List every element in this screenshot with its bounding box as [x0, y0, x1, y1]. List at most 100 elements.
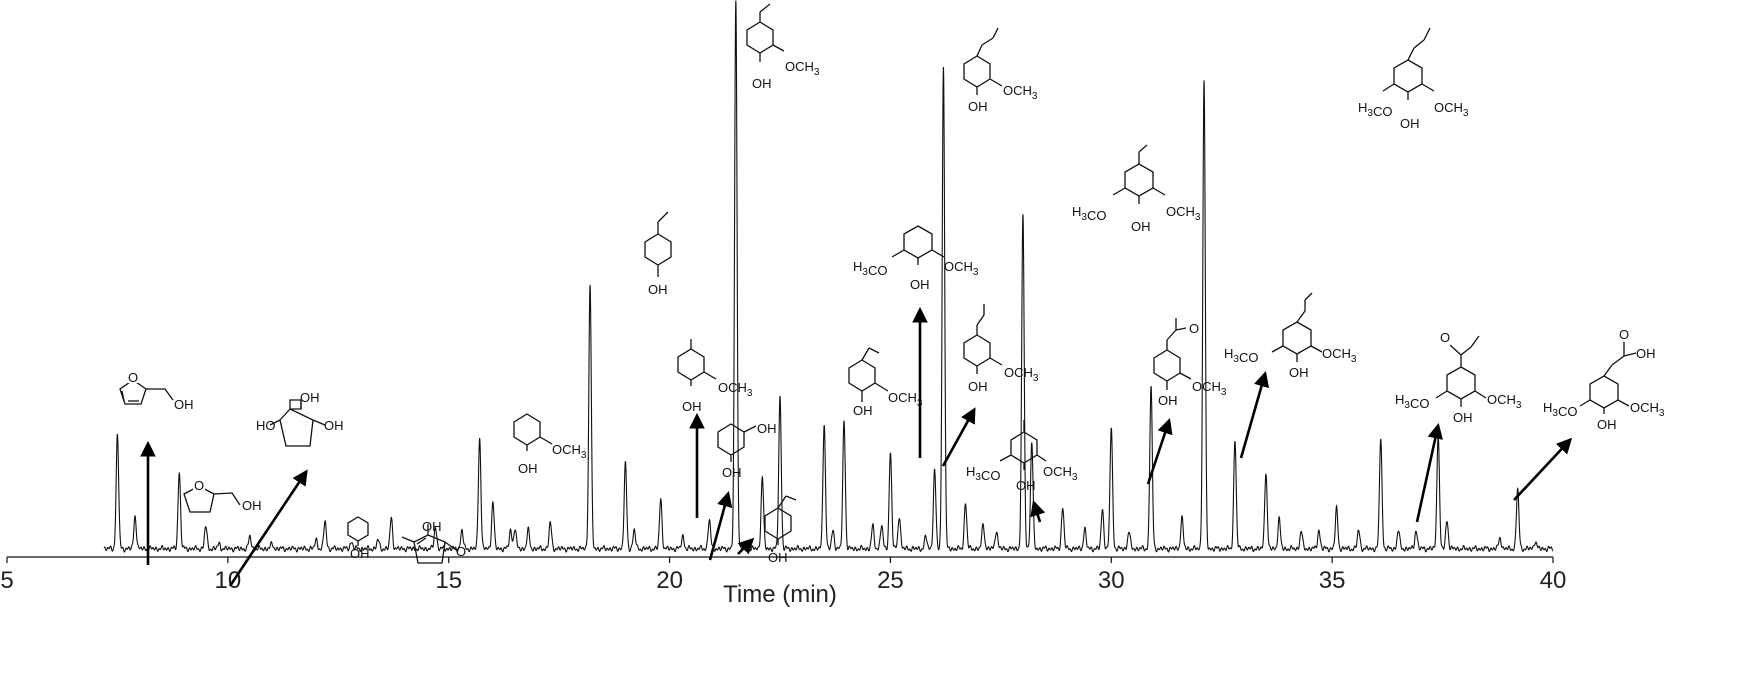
structure-propenylsyringol: H3CO OH OCH3: [1358, 27, 1469, 131]
x-tick-label-30: 30: [1098, 567, 1125, 594]
svg-text:OH: OH: [752, 76, 772, 91]
structure-isoeugenol: OH OCH3: [963, 27, 1038, 114]
arrow-7: [941, 407, 976, 467]
svg-text:OH: OH: [682, 399, 702, 414]
structure-ethylguaiacol: OH OCH3: [746, 3, 820, 91]
peak-point-21: [589, 282, 592, 285]
svg-text:H3CO: H3CO: [1072, 204, 1106, 223]
svg-text:O: O: [456, 544, 466, 559]
structure-syringol: H3CO OH OCH3: [853, 225, 979, 292]
structure-ethylphenol: OH: [644, 211, 672, 297]
svg-text:H3CO: H3CO: [1543, 400, 1577, 419]
structure-methylcyclopentenolone: OH O: [401, 519, 466, 564]
chromatogram-trace: [103, 0, 1554, 553]
svg-text:OH: OH: [853, 403, 873, 418]
svg-text:OH: OH: [242, 498, 262, 513]
structure-syringylacetic-acid: O OH H3CO OH OCH3: [1543, 327, 1665, 432]
arrow-5: [737, 537, 755, 555]
svg-text:OCH3: OCH3: [1434, 100, 1469, 119]
svg-text:OH: OH: [722, 465, 742, 480]
svg-text:OCH3: OCH3: [1630, 400, 1665, 419]
x-tick-label-40: 40: [1540, 567, 1567, 594]
svg-text:OH: OH: [350, 546, 370, 561]
structure-methylguaiacol: OH OCH3: [677, 339, 753, 414]
svg-text:OH: OH: [1597, 417, 1617, 432]
svg-text:OH: OH: [910, 277, 930, 292]
svg-text:OH: OH: [1289, 365, 1309, 380]
peak-point-60: [1379, 436, 1382, 439]
svg-text:OH: OH: [757, 421, 777, 436]
svg-text:OH: OH: [300, 390, 320, 405]
svg-text:H3CO: H3CO: [1395, 392, 1429, 411]
structure-guaiacylacetone: O OH OCH3: [1153, 318, 1227, 408]
x-tick-label-35: 35: [1319, 567, 1346, 594]
svg-text:OH: OH: [1453, 410, 1473, 425]
x-tick-label-15: 15: [435, 567, 462, 594]
x-tick-label-10: 10: [215, 567, 242, 594]
structure-propylsyringol: H3CO OH OCH3: [1224, 292, 1357, 380]
svg-text:OH: OH: [1016, 478, 1036, 493]
svg-text:O: O: [194, 478, 204, 493]
structure-propiosyringone: O H3CO OH OCH3: [1395, 330, 1522, 425]
annotation-arrows: [140, 306, 1573, 587]
svg-text:OCH3: OCH3: [1487, 392, 1522, 411]
svg-text:OCH3: OCH3: [1004, 365, 1039, 384]
svg-text:HO: HO: [256, 418, 276, 433]
x-tick-label-25: 25: [877, 567, 904, 594]
structure-propylguaiacol: OH OCH3: [963, 304, 1039, 394]
svg-text:OH: OH: [174, 397, 194, 412]
peak-point-48: [1110, 425, 1113, 428]
structure-vinylphenol: OH: [764, 495, 797, 565]
structure-guaiacol: OH OCH3: [513, 413, 587, 476]
structure-tetrahydrofurfuryl-alcohol: O OH: [183, 478, 262, 513]
structure-vinylguaiacol: OH OCH3: [848, 347, 923, 418]
arrow-8: [1030, 500, 1046, 523]
svg-text:OCH3: OCH3: [1003, 83, 1038, 102]
svg-text:OH: OH: [968, 99, 988, 114]
structure-ethylsyringol: H3CO OH OCH3: [1072, 144, 1201, 234]
x-tick-label-20: 20: [656, 567, 683, 594]
svg-text:O: O: [1189, 321, 1199, 336]
svg-text:OCH3: OCH3: [1166, 204, 1201, 223]
svg-text:O: O: [128, 370, 138, 385]
svg-text:O: O: [1440, 330, 1450, 345]
peak-point-53: [1233, 439, 1236, 442]
arrow-12: [1513, 437, 1573, 501]
svg-text:O: O: [1619, 327, 1629, 342]
svg-text:H3CO: H3CO: [1224, 346, 1258, 365]
svg-text:OCH3: OCH3: [718, 380, 753, 399]
svg-text:OCH3: OCH3: [552, 442, 587, 461]
arrow-9: [1146, 418, 1173, 485]
svg-text:H3CO: H3CO: [853, 259, 887, 278]
svg-text:OH: OH: [422, 519, 442, 534]
svg-text:OH: OH: [1131, 219, 1151, 234]
svg-text:H3CO: H3CO: [966, 464, 1000, 483]
svg-text:OCH3: OCH3: [888, 390, 923, 409]
arrow-10: [1239, 371, 1270, 459]
x-tick-label-5: 5: [0, 567, 13, 594]
svg-text:OCH3: OCH3: [1192, 379, 1227, 398]
x-axis-title: Time (min): [723, 581, 837, 608]
arrow-4: [708, 490, 733, 561]
structure-methylsyringol: H3CO OH OCH3: [966, 420, 1078, 493]
svg-text:OH: OH: [518, 461, 538, 476]
svg-text:OH: OH: [324, 418, 344, 433]
peak-point-30: [823, 421, 826, 424]
svg-text:OCH3: OCH3: [785, 59, 820, 78]
svg-text:OCH3: OCH3: [944, 259, 979, 278]
svg-text:OH: OH: [1158, 393, 1178, 408]
svg-text:OH: OH: [1400, 116, 1420, 131]
svg-text:OH: OH: [1636, 346, 1656, 361]
structure-catechol: OH OH: [717, 421, 777, 480]
peak-point-18: [513, 527, 516, 530]
structure-hydroxymethylfuran: O OH: [119, 370, 194, 412]
arrow-2: [228, 469, 308, 587]
peak-point-36: [898, 514, 901, 517]
svg-text:H3CO: H3CO: [1358, 100, 1392, 119]
svg-text:OH: OH: [648, 282, 668, 297]
svg-text:OH: OH: [968, 379, 988, 394]
peak-point-42: [995, 529, 998, 532]
structure-cyclopentanetriol: OH HO OH: [256, 390, 344, 447]
peak-point-54: [1264, 470, 1267, 473]
